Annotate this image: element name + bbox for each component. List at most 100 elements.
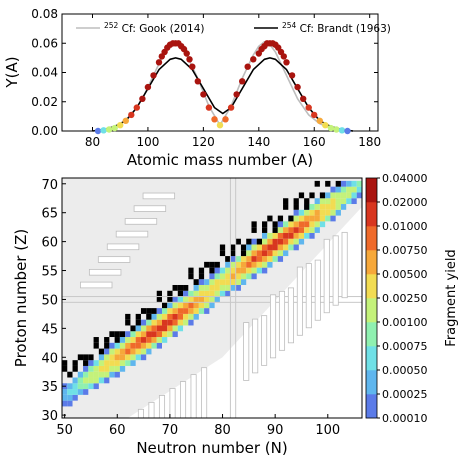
- heatmap-cell: [104, 354, 110, 361]
- heatmap-cell: [135, 342, 141, 349]
- data-point: [283, 59, 290, 66]
- heatmap-cell: [104, 348, 110, 355]
- heatmap-cell: [246, 261, 252, 268]
- heatmap-cell: [183, 319, 189, 326]
- heatmap-cell: [114, 354, 120, 361]
- heatmap-cell: [262, 244, 268, 251]
- heatmap-cell: [256, 256, 262, 262]
- heatmap-cell: [246, 256, 252, 262]
- heatmap-cell: [330, 192, 336, 199]
- heatmap-cell: [193, 296, 199, 303]
- heatmap-cell: [114, 348, 120, 355]
- outline-bar: [201, 367, 208, 419]
- stable-nucleus-cell: [93, 337, 99, 343]
- heatmap-cell: [119, 354, 126, 361]
- stable-nucleus-cell: [83, 354, 89, 361]
- y-tick-label: 0.00: [31, 124, 58, 138]
- heatmap-cell: [104, 360, 110, 366]
- mass-yield-chart: 80 100 120 140 160 180 0.00 0.02 0.04 0.06 0.08 25…: [3, 7, 391, 169]
- heatmap-cell: [225, 290, 231, 297]
- stable-nucleus-cell: [125, 319, 131, 326]
- heatmap-cell: [172, 331, 178, 338]
- stable-nucleus-cell: [240, 250, 247, 257]
- heatmap-cell: [240, 261, 247, 268]
- stable-nucleus-cell: [256, 238, 262, 245]
- heatmap-cell: [346, 198, 352, 205]
- heatmap-cell: [188, 290, 194, 297]
- y-tick-label: 50: [41, 293, 58, 308]
- stable-nucleus-cell: [262, 227, 268, 233]
- heatmap-cell: [277, 227, 284, 233]
- heatmap-cell: [309, 204, 315, 210]
- colorbar-segment: [366, 394, 377, 419]
- heatmap-cell: [177, 296, 184, 303]
- bottom-axis-ticks: 50 60 70 80 90 100 30 35 40 45 50 55 60 65 70: [41, 178, 340, 438]
- heatmap-cell: [251, 267, 257, 274]
- heatmap-cell: [125, 342, 131, 349]
- heatmap-cell: [204, 284, 210, 291]
- heatmap-cell: [140, 342, 147, 349]
- stable-nucleus-cell: [93, 342, 99, 349]
- data-point: [122, 117, 129, 125]
- heatmap-cell: [98, 365, 105, 372]
- heatmap-cell: [151, 331, 157, 338]
- nuclide-yield-chart: 50 60 70 80 90 100 30 35 40 45 50 55 60 65 70 Neutron …: [12, 172, 459, 457]
- data-point: [94, 127, 102, 135]
- heatmap-cell: [351, 186, 357, 193]
- heatmap-cell: [125, 337, 131, 343]
- stable-nucleus-cell: [272, 221, 278, 228]
- heatmap-cell: [204, 308, 210, 314]
- heatmap-cell: [309, 221, 315, 228]
- x-tick-label: 140: [247, 135, 270, 149]
- heatmap-cell: [156, 319, 162, 326]
- heatmap-cell: [330, 215, 336, 222]
- heatmap-cell: [246, 273, 252, 280]
- heatmap-cell: [335, 209, 341, 216]
- heatmap-cell: [198, 308, 205, 314]
- stable-nucleus-cell: [104, 342, 110, 349]
- stable-nucleus-cell: [240, 244, 247, 251]
- heatmap-cell: [167, 313, 173, 320]
- heatmap-cell: [293, 215, 299, 222]
- heatmap-cell: [325, 204, 331, 210]
- stable-nucleus-cell: [72, 365, 78, 372]
- heatmap-cell: [256, 244, 262, 251]
- data-point: [239, 78, 246, 85]
- heatmap-cell: [346, 186, 352, 193]
- heatmap-cell: [125, 354, 131, 361]
- stable-nucleus-cell: [88, 354, 94, 361]
- heatmap-cell: [172, 302, 178, 309]
- heatmap-cell: [288, 238, 294, 245]
- stable-nucleus-cell: [151, 308, 157, 314]
- heatmap-cell: [230, 284, 236, 291]
- data-point: [211, 116, 218, 123]
- stable-nucleus-cell: [72, 360, 78, 366]
- heatmap-cell: [109, 365, 115, 372]
- heatmap-cell: [88, 371, 94, 378]
- stable-nucleus-cell: [193, 279, 199, 285]
- heatmap-cell: [177, 313, 184, 320]
- y-tick-label: 35: [41, 380, 58, 395]
- heatmap-cell: [130, 348, 136, 355]
- heatmap-cell: [230, 273, 236, 280]
- heatmap-cell: [146, 325, 152, 332]
- outline-bar: [341, 231, 348, 299]
- heatmap-cell: [67, 389, 73, 395]
- heatmap-cell: [240, 267, 247, 274]
- heatmap-cell: [340, 192, 347, 199]
- stable-nucleus-cell: [146, 308, 152, 314]
- stable-nucleus-cell: [156, 290, 162, 297]
- colorbar-tick-label: 0.02000: [382, 196, 428, 209]
- heatmap-cell: [177, 325, 184, 332]
- data-point: [200, 91, 207, 98]
- outline-bar: [124, 218, 158, 225]
- data-point: [216, 122, 224, 129]
- data-point: [333, 126, 340, 133]
- heatmap-cell: [214, 267, 220, 274]
- data-point: [300, 95, 307, 103]
- heatmap-cell: [193, 308, 199, 314]
- data-point: [233, 91, 240, 98]
- outline-bar: [142, 192, 176, 200]
- heatmap-cell: [219, 279, 226, 285]
- stable-nucleus-cell: [62, 365, 68, 372]
